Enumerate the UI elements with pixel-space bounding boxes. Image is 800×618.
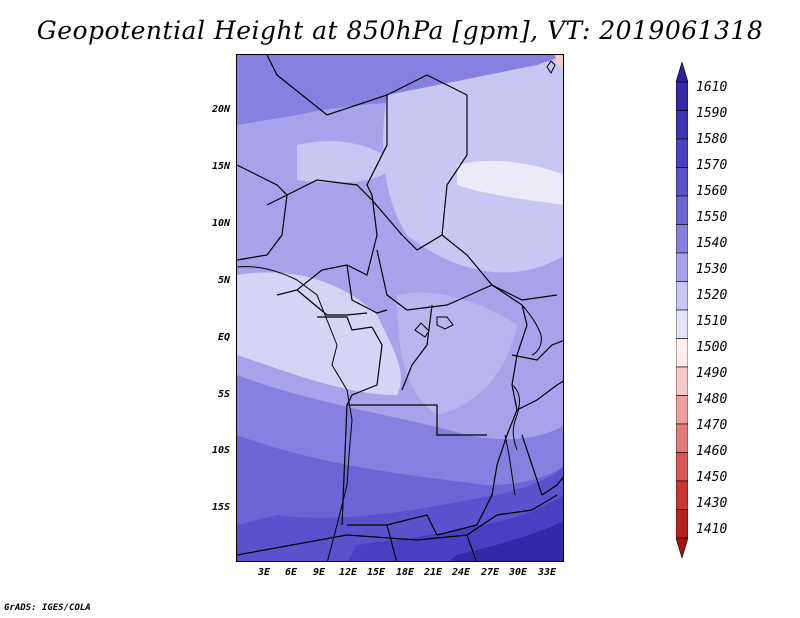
colorbar-label-1460: 1460 <box>696 444 728 459</box>
lon-label-3e: 3E <box>257 567 271 578</box>
colorbar-label-1430: 1430 <box>696 496 728 511</box>
lon-label-27e: 27E <box>480 567 500 578</box>
colorbar-label-1530: 1530 <box>696 262 728 277</box>
colorbar-label-1450: 1450 <box>696 470 728 485</box>
lat-label-15n: 15N <box>211 161 230 172</box>
field-light-west <box>237 272 401 395</box>
lat-label-15s: 15S <box>211 502 230 513</box>
colorbar-label-1570: 1570 <box>696 158 728 173</box>
lat-label-5n: 5N <box>217 275 230 286</box>
colorbar-segment <box>676 309 688 339</box>
field-lightest-east <box>457 160 563 205</box>
field-light-center <box>397 292 517 415</box>
map-panel <box>236 54 564 562</box>
lon-label-33e: 33E <box>537 567 557 578</box>
colorbar-segment <box>676 537 688 558</box>
lon-label-30e: 30E <box>508 567 528 578</box>
colorbar-segment <box>676 138 688 168</box>
lon-label-12e: 12E <box>338 567 358 578</box>
field-light-north <box>297 141 397 183</box>
colorbar-label-1550: 1550 <box>696 210 728 225</box>
colorbar-segment <box>676 366 688 396</box>
colorbar-label-1560: 1560 <box>696 184 728 199</box>
lon-label-24e: 24E <box>451 567 471 578</box>
lon-label-15e: 15E <box>366 567 386 578</box>
colorbar-segment <box>676 395 688 425</box>
colorbar-segment <box>676 81 688 111</box>
colorbar-label-1580: 1580 <box>696 132 728 147</box>
colorbar-label-1470: 1470 <box>696 418 728 433</box>
colorbar-segment <box>676 338 688 368</box>
lat-label-5s: 5S <box>217 389 230 400</box>
lat-label-eq: EQ <box>217 332 230 343</box>
coastline-and-lakes <box>237 60 556 561</box>
lat-label-20n: 20N <box>211 104 230 115</box>
lon-label-18e: 18E <box>395 567 415 578</box>
geopotential-field-map <box>237 55 563 561</box>
colorbar-segment <box>676 224 688 254</box>
colorbar <box>676 62 688 558</box>
lon-label-9e: 9E <box>312 567 326 578</box>
colorbar-label-1480: 1480 <box>696 392 728 407</box>
colorbar-label-1510: 1510 <box>696 314 728 329</box>
lat-label-10s: 10S <box>211 445 230 456</box>
colorbar-segment <box>676 167 688 197</box>
chart-title: Geopotential Height at 850hPa [gpm], VT:… <box>36 16 764 45</box>
colorbar-label-1520: 1520 <box>696 288 728 303</box>
colorbar-label-1590: 1590 <box>696 106 728 121</box>
colorbar-segment <box>676 480 688 510</box>
colorbar-label-1490: 1490 <box>696 366 728 381</box>
colorbar-segment <box>676 423 688 453</box>
lat-label-10n: 10N <box>211 218 230 229</box>
colorbar-segment <box>676 281 688 311</box>
lon-label-21e: 21E <box>423 567 443 578</box>
colorbar-segment <box>676 110 688 140</box>
country-borders <box>237 55 563 561</box>
colorbar-segment <box>676 509 688 539</box>
colorbar-segment <box>676 62 688 83</box>
colorbar-label-1500: 1500 <box>696 340 728 355</box>
colorbar-segment <box>676 195 688 225</box>
lon-label-6e: 6E <box>284 567 298 578</box>
field-pink-corner <box>555 55 563 68</box>
colorbar-label-1610: 1610 <box>696 80 728 95</box>
field-south-band-5 <box>449 521 563 561</box>
colorbar-segment <box>676 252 688 282</box>
colorbar-segment <box>676 452 688 482</box>
colorbar-label-1410: 1410 <box>696 522 728 537</box>
grads-credit: GrADS: IGES/COLA <box>4 603 91 613</box>
colorbar-label-1540: 1540 <box>696 236 728 251</box>
